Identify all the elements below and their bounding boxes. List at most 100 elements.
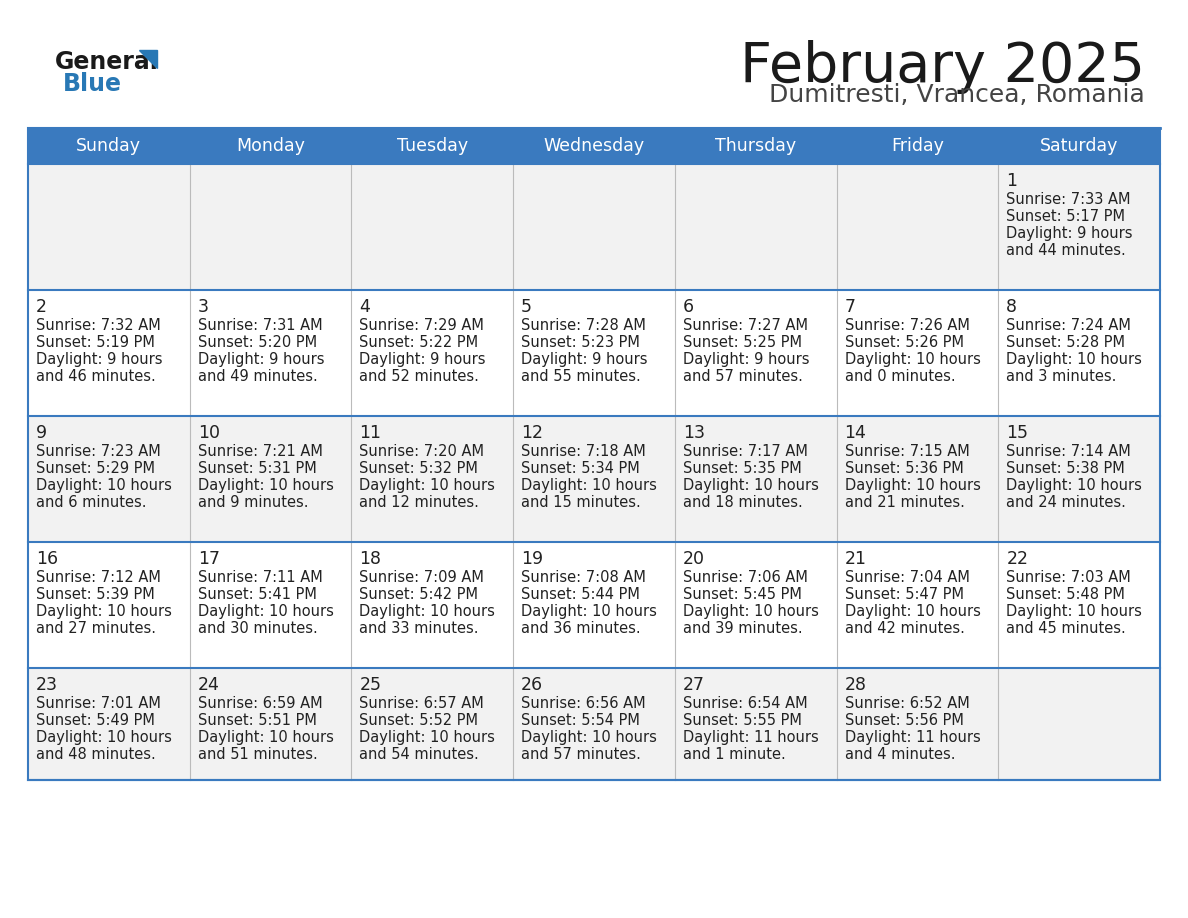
Text: and 55 minutes.: and 55 minutes. [522,369,640,384]
Text: 19: 19 [522,550,543,568]
Bar [513,290,675,416]
Text: 14: 14 [845,424,866,442]
Text: Sunrise: 6:59 AM: Sunrise: 6:59 AM [197,696,322,711]
Text: Sunset: 5:35 PM: Sunset: 5:35 PM [683,461,802,476]
Text: Sunrise: 7:21 AM: Sunrise: 7:21 AM [197,444,323,459]
Text: Daylight: 9 hours: Daylight: 9 hours [522,352,647,367]
Text: Sunset: 5:41 PM: Sunset: 5:41 PM [197,587,316,602]
Text: Daylight: 10 hours: Daylight: 10 hours [360,604,495,619]
Text: Sunset: 5:34 PM: Sunset: 5:34 PM [522,461,640,476]
Text: Sunset: 5:29 PM: Sunset: 5:29 PM [36,461,154,476]
Text: Sunset: 5:44 PM: Sunset: 5:44 PM [522,587,640,602]
Bar [190,290,352,416]
Text: Daylight: 9 hours: Daylight: 9 hours [36,352,163,367]
Text: Daylight: 10 hours: Daylight: 10 hours [522,604,657,619]
Text: Sunset: 5:47 PM: Sunset: 5:47 PM [845,587,963,602]
Text: and 49 minutes.: and 49 minutes. [197,369,317,384]
Text: Sunset: 5:20 PM: Sunset: 5:20 PM [197,335,317,350]
Text: Sunset: 5:45 PM: Sunset: 5:45 PM [683,587,802,602]
Text: and 18 minutes.: and 18 minutes. [683,495,803,510]
Bar [998,164,1159,290]
Text: and 33 minutes.: and 33 minutes. [360,621,479,636]
Bar [675,290,836,416]
Text: Sunrise: 7:23 AM: Sunrise: 7:23 AM [36,444,160,459]
Text: Sunrise: 7:26 AM: Sunrise: 7:26 AM [845,318,969,333]
Text: Sunrise: 7:24 AM: Sunrise: 7:24 AM [1006,318,1131,333]
Text: 8: 8 [1006,298,1017,316]
Bar [29,128,190,164]
Text: General: General [55,50,159,74]
Bar [190,542,352,668]
Text: and 6 minutes.: and 6 minutes. [36,495,146,510]
Text: Sunrise: 7:11 AM: Sunrise: 7:11 AM [197,570,322,585]
Text: 5: 5 [522,298,532,316]
Text: 17: 17 [197,550,220,568]
Text: 9: 9 [36,424,48,442]
Text: Daylight: 10 hours: Daylight: 10 hours [36,604,172,619]
Text: Sunset: 5:38 PM: Sunset: 5:38 PM [1006,461,1125,476]
Text: and 57 minutes.: and 57 minutes. [683,369,803,384]
Text: and 12 minutes.: and 12 minutes. [360,495,479,510]
Text: and 15 minutes.: and 15 minutes. [522,495,640,510]
Bar [352,416,513,542]
Text: and 46 minutes.: and 46 minutes. [36,369,156,384]
Text: Sunrise: 7:12 AM: Sunrise: 7:12 AM [36,570,160,585]
Bar [998,416,1159,542]
Text: 6: 6 [683,298,694,316]
Text: Dumitresti, Vrancea, Romania: Dumitresti, Vrancea, Romania [770,83,1145,107]
Bar [513,542,675,668]
Bar [352,542,513,668]
Text: Sunrise: 6:54 AM: Sunrise: 6:54 AM [683,696,808,711]
Bar [352,164,513,290]
Text: Daylight: 9 hours: Daylight: 9 hours [360,352,486,367]
Text: Daylight: 10 hours: Daylight: 10 hours [522,478,657,493]
Text: 10: 10 [197,424,220,442]
Text: Sunrise: 7:01 AM: Sunrise: 7:01 AM [36,696,160,711]
Text: Sunset: 5:39 PM: Sunset: 5:39 PM [36,587,154,602]
Text: and 27 minutes.: and 27 minutes. [36,621,156,636]
Bar [998,542,1159,668]
Text: Sunrise: 7:18 AM: Sunrise: 7:18 AM [522,444,646,459]
Bar [29,542,190,668]
Text: Daylight: 10 hours: Daylight: 10 hours [1006,604,1142,619]
Text: 20: 20 [683,550,704,568]
Text: 27: 27 [683,676,704,694]
Text: and 45 minutes.: and 45 minutes. [1006,621,1126,636]
Text: Daylight: 10 hours: Daylight: 10 hours [845,478,980,493]
Text: Sunset: 5:48 PM: Sunset: 5:48 PM [1006,587,1125,602]
Text: Daylight: 10 hours: Daylight: 10 hours [197,478,334,493]
Text: 12: 12 [522,424,543,442]
Text: Daylight: 10 hours: Daylight: 10 hours [360,730,495,745]
Text: and 3 minutes.: and 3 minutes. [1006,369,1117,384]
Text: Sunset: 5:17 PM: Sunset: 5:17 PM [1006,209,1125,224]
Bar [836,416,998,542]
Bar [675,164,836,290]
Text: Sunrise: 7:06 AM: Sunrise: 7:06 AM [683,570,808,585]
Bar [29,416,190,542]
Text: and 51 minutes.: and 51 minutes. [197,747,317,762]
Bar [836,668,998,780]
Bar [352,668,513,780]
Text: Sunset: 5:55 PM: Sunset: 5:55 PM [683,713,802,728]
Bar [190,128,352,164]
Text: 15: 15 [1006,424,1029,442]
Text: 2: 2 [36,298,48,316]
Text: and 36 minutes.: and 36 minutes. [522,621,640,636]
Text: 7: 7 [845,298,855,316]
Text: Tuesday: Tuesday [397,137,468,155]
Bar [29,290,190,416]
Text: Sunset: 5:54 PM: Sunset: 5:54 PM [522,713,640,728]
Text: Daylight: 10 hours: Daylight: 10 hours [197,604,334,619]
Text: and 52 minutes.: and 52 minutes. [360,369,479,384]
Bar [190,416,352,542]
Text: 11: 11 [360,424,381,442]
Bar [29,128,1159,780]
Text: Wednesday: Wednesday [543,137,645,155]
Text: and 9 minutes.: and 9 minutes. [197,495,308,510]
Text: 26: 26 [522,676,543,694]
Text: Daylight: 9 hours: Daylight: 9 hours [197,352,324,367]
Text: and 48 minutes.: and 48 minutes. [36,747,156,762]
Bar [836,128,998,164]
Text: 18: 18 [360,550,381,568]
Bar [513,668,675,780]
